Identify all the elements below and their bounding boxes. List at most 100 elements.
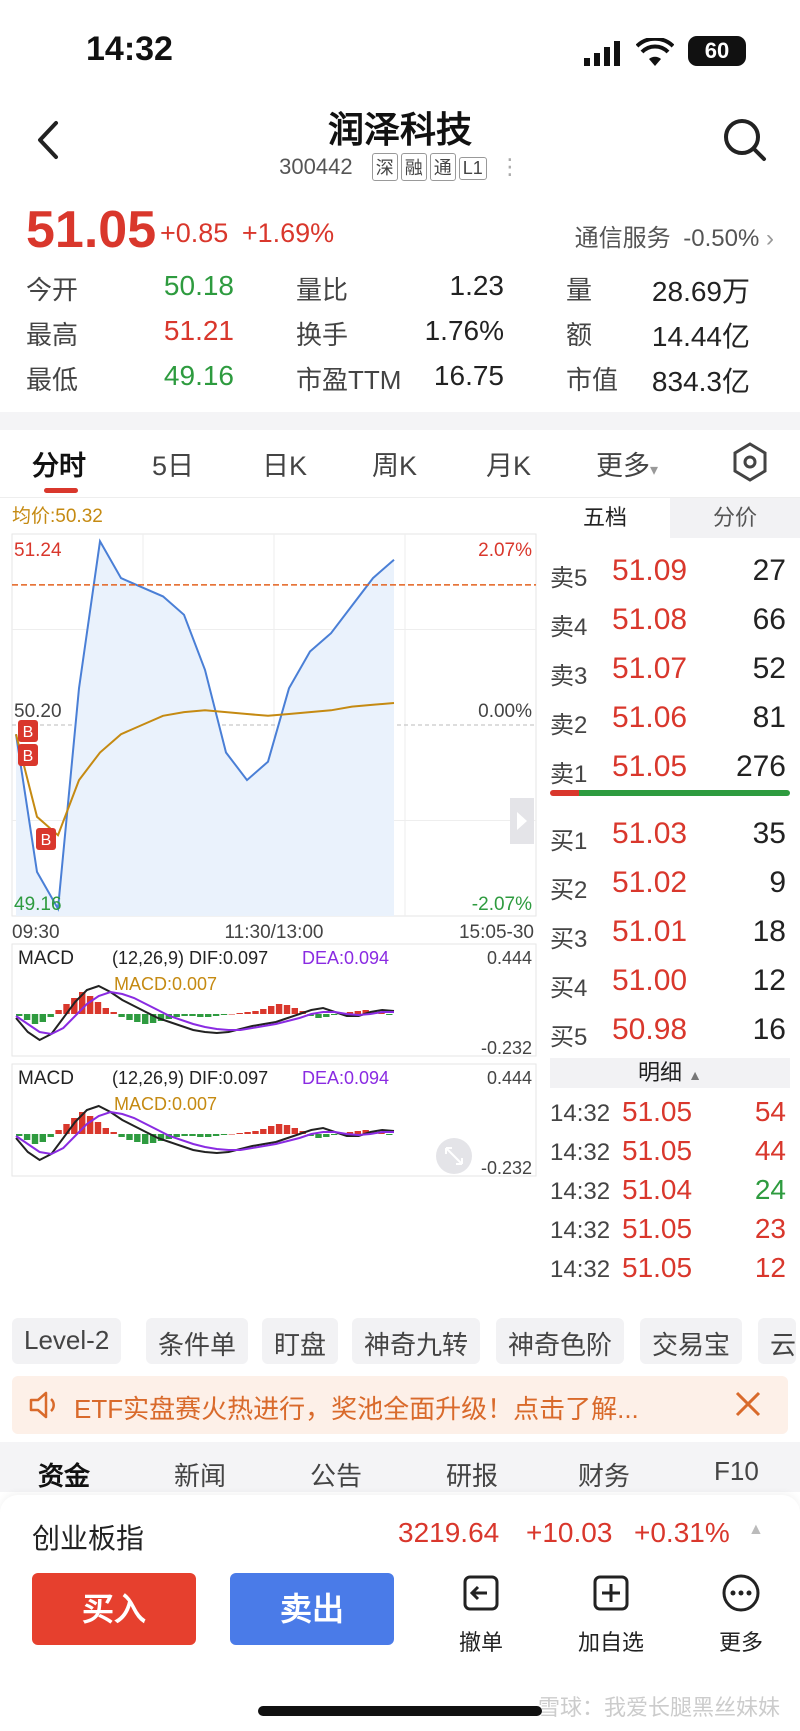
- macd-value: MACD:0.007: [114, 1094, 217, 1114]
- expand-up-icon[interactable]: ▲: [748, 1521, 764, 1538]
- level-price: 51.08: [612, 603, 688, 636]
- settings-icon[interactable]: [732, 442, 768, 487]
- tab-finance[interactable]: 财务: [578, 1461, 631, 1491]
- macd-bar: [55, 1130, 62, 1134]
- level-price: 51.03: [612, 817, 688, 850]
- level-label: 买2: [550, 877, 588, 904]
- more-label: 更多: [718, 1630, 763, 1655]
- tick-time: 14:32: [550, 1100, 611, 1127]
- macd-bar: [16, 1014, 23, 1016]
- feature-chips: Level-2 条件单 盯盘 神奇九转 神奇色阶 交易宝 云: [0, 1310, 800, 1370]
- level-volume: 35: [752, 817, 786, 850]
- chip-magic-color[interactable]: 神奇色阶: [496, 1318, 625, 1364]
- quote-label: 今开: [26, 275, 79, 305]
- tab-announcements[interactable]: 公告: [310, 1461, 363, 1491]
- quote-value: 1.23: [449, 270, 505, 301]
- macd-bar: [79, 992, 86, 1014]
- quote-value: 50.18: [163, 270, 234, 301]
- home-indicator[interactable]: [258, 1706, 542, 1716]
- battery-icon: 60: [688, 36, 746, 66]
- y-mid-price: 50.20: [14, 701, 62, 722]
- stock-code-line: 300442 深融通 L1 ⋮: [0, 153, 800, 181]
- macd-bar: [110, 1012, 117, 1014]
- sell-level-row[interactable]: 卖1 51.05 276: [540, 744, 790, 792]
- detail-header[interactable]: 明细 ▲: [550, 1058, 790, 1088]
- index-name[interactable]: 创业板指: [32, 1523, 145, 1554]
- macd-dea: DEA:0.094: [302, 948, 389, 968]
- tab-f10[interactable]: F10: [714, 1456, 759, 1486]
- detail-title: 明细: [638, 1060, 683, 1085]
- macd-bar: [386, 1014, 393, 1015]
- buy-level-row[interactable]: 买2 51.02 9: [540, 860, 790, 908]
- sell-level-row[interactable]: 卖2 51.06 81: [540, 695, 790, 743]
- macd-bar: [252, 1131, 259, 1134]
- order-book-tabs: 五档 分价: [540, 498, 800, 538]
- buy-marker: [18, 744, 38, 766]
- buy-level-row[interactable]: 买1 51.03 35: [540, 811, 790, 859]
- level-label: 卖5: [550, 565, 588, 592]
- chip-trade-treasure[interactable]: 交易宝: [640, 1318, 743, 1364]
- more-button[interactable]: 更多: [696, 1573, 786, 1657]
- avg-price-label: 均价:50.32: [12, 505, 103, 527]
- chip-cloud[interactable]: 云: [758, 1318, 797, 1364]
- tick-time: 14:32: [550, 1217, 611, 1244]
- macd-bar: [244, 1012, 251, 1014]
- back-icon[interactable]: [30, 115, 70, 165]
- macd-frame: [11, 943, 537, 1057]
- tick-row: 14:32 51.04 24: [540, 1170, 790, 1210]
- tab-more[interactable]: 更多▾: [596, 444, 658, 483]
- tab-research[interactable]: 研报: [446, 1461, 499, 1491]
- chip-conditional-order[interactable]: 条件单: [146, 1318, 249, 1364]
- chip-watch[interactable]: 盯盘: [262, 1318, 339, 1364]
- tab-funds[interactable]: 资金: [38, 1461, 91, 1491]
- sell-level-row[interactable]: 卖5 51.09 27: [540, 548, 790, 596]
- macd-bar: [275, 1004, 283, 1014]
- buy-level-row[interactable]: 买3 51.01 18: [540, 909, 790, 957]
- macd-bar: [86, 996, 94, 1014]
- macd-bar: [228, 1014, 235, 1015]
- add-watchlist-button[interactable]: 加自选: [566, 1573, 656, 1657]
- tick-volume: 12: [754, 1252, 786, 1283]
- tab-monthly-k[interactable]: 月K: [486, 451, 532, 481]
- chip-magic-nine[interactable]: 神奇九转: [352, 1318, 481, 1364]
- tab-intraday[interactable]: 分时: [32, 451, 86, 481]
- tab-five-level[interactable]: 五档: [540, 498, 670, 538]
- intraday-chart[interactable]: B B B 均价:50.32 51.24 2.07% 50.20 0.00% 49.16 -2.0…: [10, 498, 538, 1298]
- promo-banner[interactable]: ETF实盘赛火热进行，奖池全面升级！点击了解...: [12, 1376, 788, 1434]
- signal-icon: [584, 40, 624, 71]
- buy-marker: [36, 828, 56, 850]
- buy-marker-label: B: [23, 724, 34, 741]
- search-icon[interactable]: [722, 117, 768, 163]
- macd-bar: [47, 1134, 54, 1137]
- macd-bar: [142, 1014, 149, 1024]
- tab-weekly-k[interactable]: 周K: [372, 451, 418, 481]
- sell-level-row[interactable]: 卖4 51.08 66: [540, 597, 790, 645]
- sell-level-row[interactable]: 卖3 51.07 52: [540, 646, 790, 694]
- close-icon[interactable]: [734, 1390, 762, 1423]
- buy-level-row[interactable]: 买5 50.98 16: [540, 1007, 790, 1055]
- macd-bar: [71, 998, 78, 1014]
- add-watchlist-label: 加自选: [577, 1630, 644, 1655]
- level-label: 卖3: [550, 663, 588, 690]
- macd-bar: [126, 1014, 133, 1020]
- sell-button[interactable]: 卖出: [230, 1573, 394, 1645]
- tick-price: 51.05: [622, 1135, 693, 1166]
- buy-button[interactable]: 买入: [32, 1573, 196, 1645]
- macd-bar: [157, 1014, 165, 1021]
- tab-price-distribution[interactable]: 分价: [670, 498, 800, 538]
- tab-5day[interactable]: 5日: [152, 451, 195, 481]
- buy-level-row[interactable]: 买4 51.00 12: [540, 958, 790, 1006]
- tick-row: 14:32 51.05 54: [540, 1092, 790, 1132]
- sector-link[interactable]: 通信服务 -0.50% ›: [575, 218, 774, 253]
- tab-news[interactable]: 新闻: [174, 1461, 227, 1491]
- quote-value: 834.3亿: [651, 366, 750, 397]
- cancel-order-button[interactable]: 撤单: [436, 1573, 526, 1657]
- quote-value: 28.69万: [651, 276, 750, 307]
- tab-daily-k[interactable]: 日K: [262, 451, 308, 481]
- more-dots-icon[interactable]: ⋮: [498, 154, 521, 179]
- macd-bar: [260, 1129, 267, 1134]
- quote-label: 市盈TTM: [296, 365, 402, 395]
- quote-value: 14.44亿: [651, 321, 750, 352]
- chip-level2[interactable]: Level-2: [12, 1318, 122, 1364]
